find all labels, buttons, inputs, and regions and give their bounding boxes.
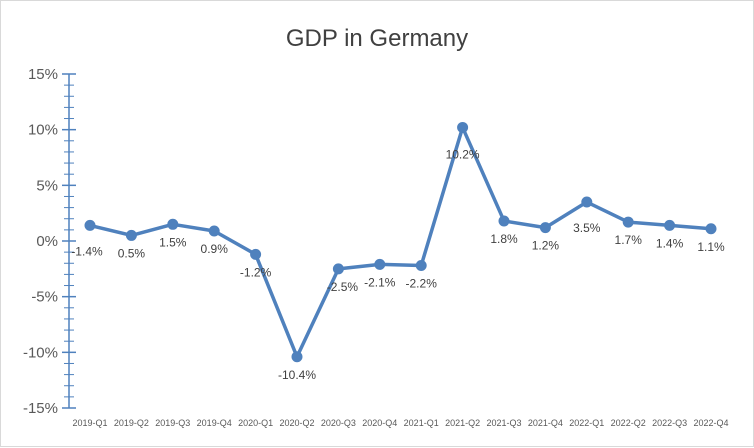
x-tick-label: 2022-Q4 <box>693 418 728 428</box>
x-tick-label: 2022-Q1 <box>569 418 604 428</box>
data-label: 10.2% <box>446 147 480 161</box>
data-point-marker <box>622 216 634 228</box>
x-tick-label: 2021-Q1 <box>404 418 439 428</box>
data-label: 1.1% <box>697 240 725 254</box>
data-label: -2.1% <box>364 275 396 289</box>
y-tick-label: 5% <box>36 177 58 194</box>
x-tick-label: 2021-Q2 <box>445 418 480 428</box>
x-tick-label: 2021-Q4 <box>528 418 563 428</box>
x-tick-label: 2020-Q1 <box>238 418 273 428</box>
data-label: -10.4% <box>278 368 316 382</box>
y-tick-label: -15% <box>23 400 58 417</box>
x-tick-label: 2019-Q1 <box>72 418 107 428</box>
gdp-series-line <box>88 125 713 359</box>
x-axis-tick-labels: 2019-Q1 2019-Q2 2019-Q3 2019-Q4 2020-Q1 2020-… <box>72 418 728 428</box>
data-point-marker <box>415 259 427 271</box>
data-point-marker <box>581 196 593 208</box>
data-label: 1.5% <box>159 235 187 249</box>
x-tick-label: 2020-Q3 <box>321 418 356 428</box>
y-tick-label: -10% <box>23 344 58 361</box>
data-label: 1.4% <box>656 236 684 250</box>
data-label: -1.2% <box>240 265 272 279</box>
y-tick-label: 15% <box>28 66 58 83</box>
data-point-marker <box>705 223 717 235</box>
x-tick-label: 2019-Q4 <box>197 418 232 428</box>
data-point-marker <box>250 248 262 260</box>
x-tick-label: 2022-Q2 <box>611 418 646 428</box>
chart-title: GDP in Germany <box>286 25 468 52</box>
data-point-marker <box>208 225 220 237</box>
y-tick-label: 0% <box>36 233 58 250</box>
y-tick-label: 10% <box>28 122 58 139</box>
y-axis-tick-labels: 15% 10% 5% 0% -5% -10% -15% <box>23 66 58 417</box>
y-tick-label: -5% <box>31 289 58 306</box>
data-label: 1.2% <box>532 239 560 253</box>
gdp-data-labels: -1.4% 0.5% 1.5% 0.9% -1.2% -10.4% -2.5% -2.1% -2… <box>71 147 725 381</box>
data-point-marker <box>125 229 137 241</box>
data-point-marker <box>374 258 386 270</box>
data-point-marker <box>457 121 469 133</box>
data-point-marker <box>498 215 510 227</box>
data-label: 0.5% <box>118 246 146 260</box>
x-tick-label: 2022-Q3 <box>652 418 687 428</box>
y-axis-ticks <box>62 73 76 409</box>
data-label: 1.8% <box>490 232 518 246</box>
data-label: -2.5% <box>327 280 359 294</box>
data-point-marker <box>291 351 303 363</box>
x-tick-label: 2019-Q2 <box>114 418 149 428</box>
data-point-marker <box>539 222 551 234</box>
data-label: 1.7% <box>615 233 643 247</box>
data-point-marker <box>664 219 676 231</box>
x-tick-label: 2020-Q4 <box>362 418 397 428</box>
data-label: -2.2% <box>406 276 438 290</box>
data-label: -1.4% <box>71 244 103 258</box>
data-point-marker <box>84 219 96 231</box>
data-label: 0.9% <box>201 242 229 256</box>
x-tick-label: 2021-Q3 <box>486 418 521 428</box>
x-tick-label: 2020-Q2 <box>279 418 314 428</box>
data-point-marker <box>332 263 344 275</box>
x-tick-label: 2019-Q3 <box>155 418 190 428</box>
data-label: 3.5% <box>573 221 601 235</box>
gdp-series-markers <box>84 121 717 363</box>
data-point-marker <box>167 218 179 230</box>
